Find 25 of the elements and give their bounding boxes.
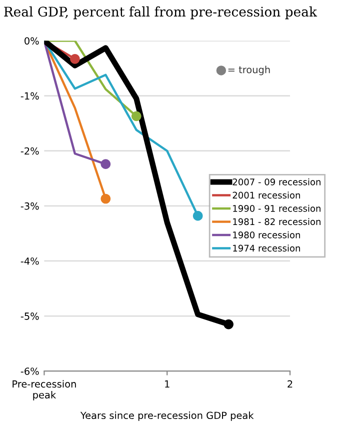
y-tick-label: -2%	[20, 147, 39, 155]
point	[100, 159, 111, 169]
y-tick-label: 0%	[24, 37, 39, 45]
x-tick-label: 2	[288, 380, 292, 388]
annotation: = trough	[228, 66, 270, 76]
chart-title: Real GDP, percent fall from pre-recession peak	[4, 6, 318, 20]
x-axis-title: Years since pre-recession GDP peak	[80, 412, 254, 421]
legend-label: 2007 - 09 recession	[232, 178, 320, 186]
y-tick-label: -3%	[20, 202, 39, 210]
point	[224, 319, 234, 330]
point	[131, 111, 142, 122]
point	[70, 54, 80, 64]
y-tick-label: -1%	[20, 92, 39, 100]
x-tick-label: 1	[165, 380, 170, 388]
y-tick-label: -4%	[20, 257, 39, 265]
point	[192, 210, 203, 221]
legend-label: 2001 recession	[232, 192, 300, 199]
legend-label: 1974 recession	[233, 244, 300, 252]
x-tick-label: Pre-recession peak	[12, 380, 76, 400]
legend-label: 1981 - 82 recession	[233, 218, 320, 226]
y-tick-label: -6%	[20, 368, 39, 375]
legend-label: 1990 - 91 recession	[233, 204, 320, 212]
point	[100, 194, 111, 204]
legend-label: 1980 recession	[233, 231, 300, 238]
y-tick-label: -5%	[20, 312, 39, 320]
